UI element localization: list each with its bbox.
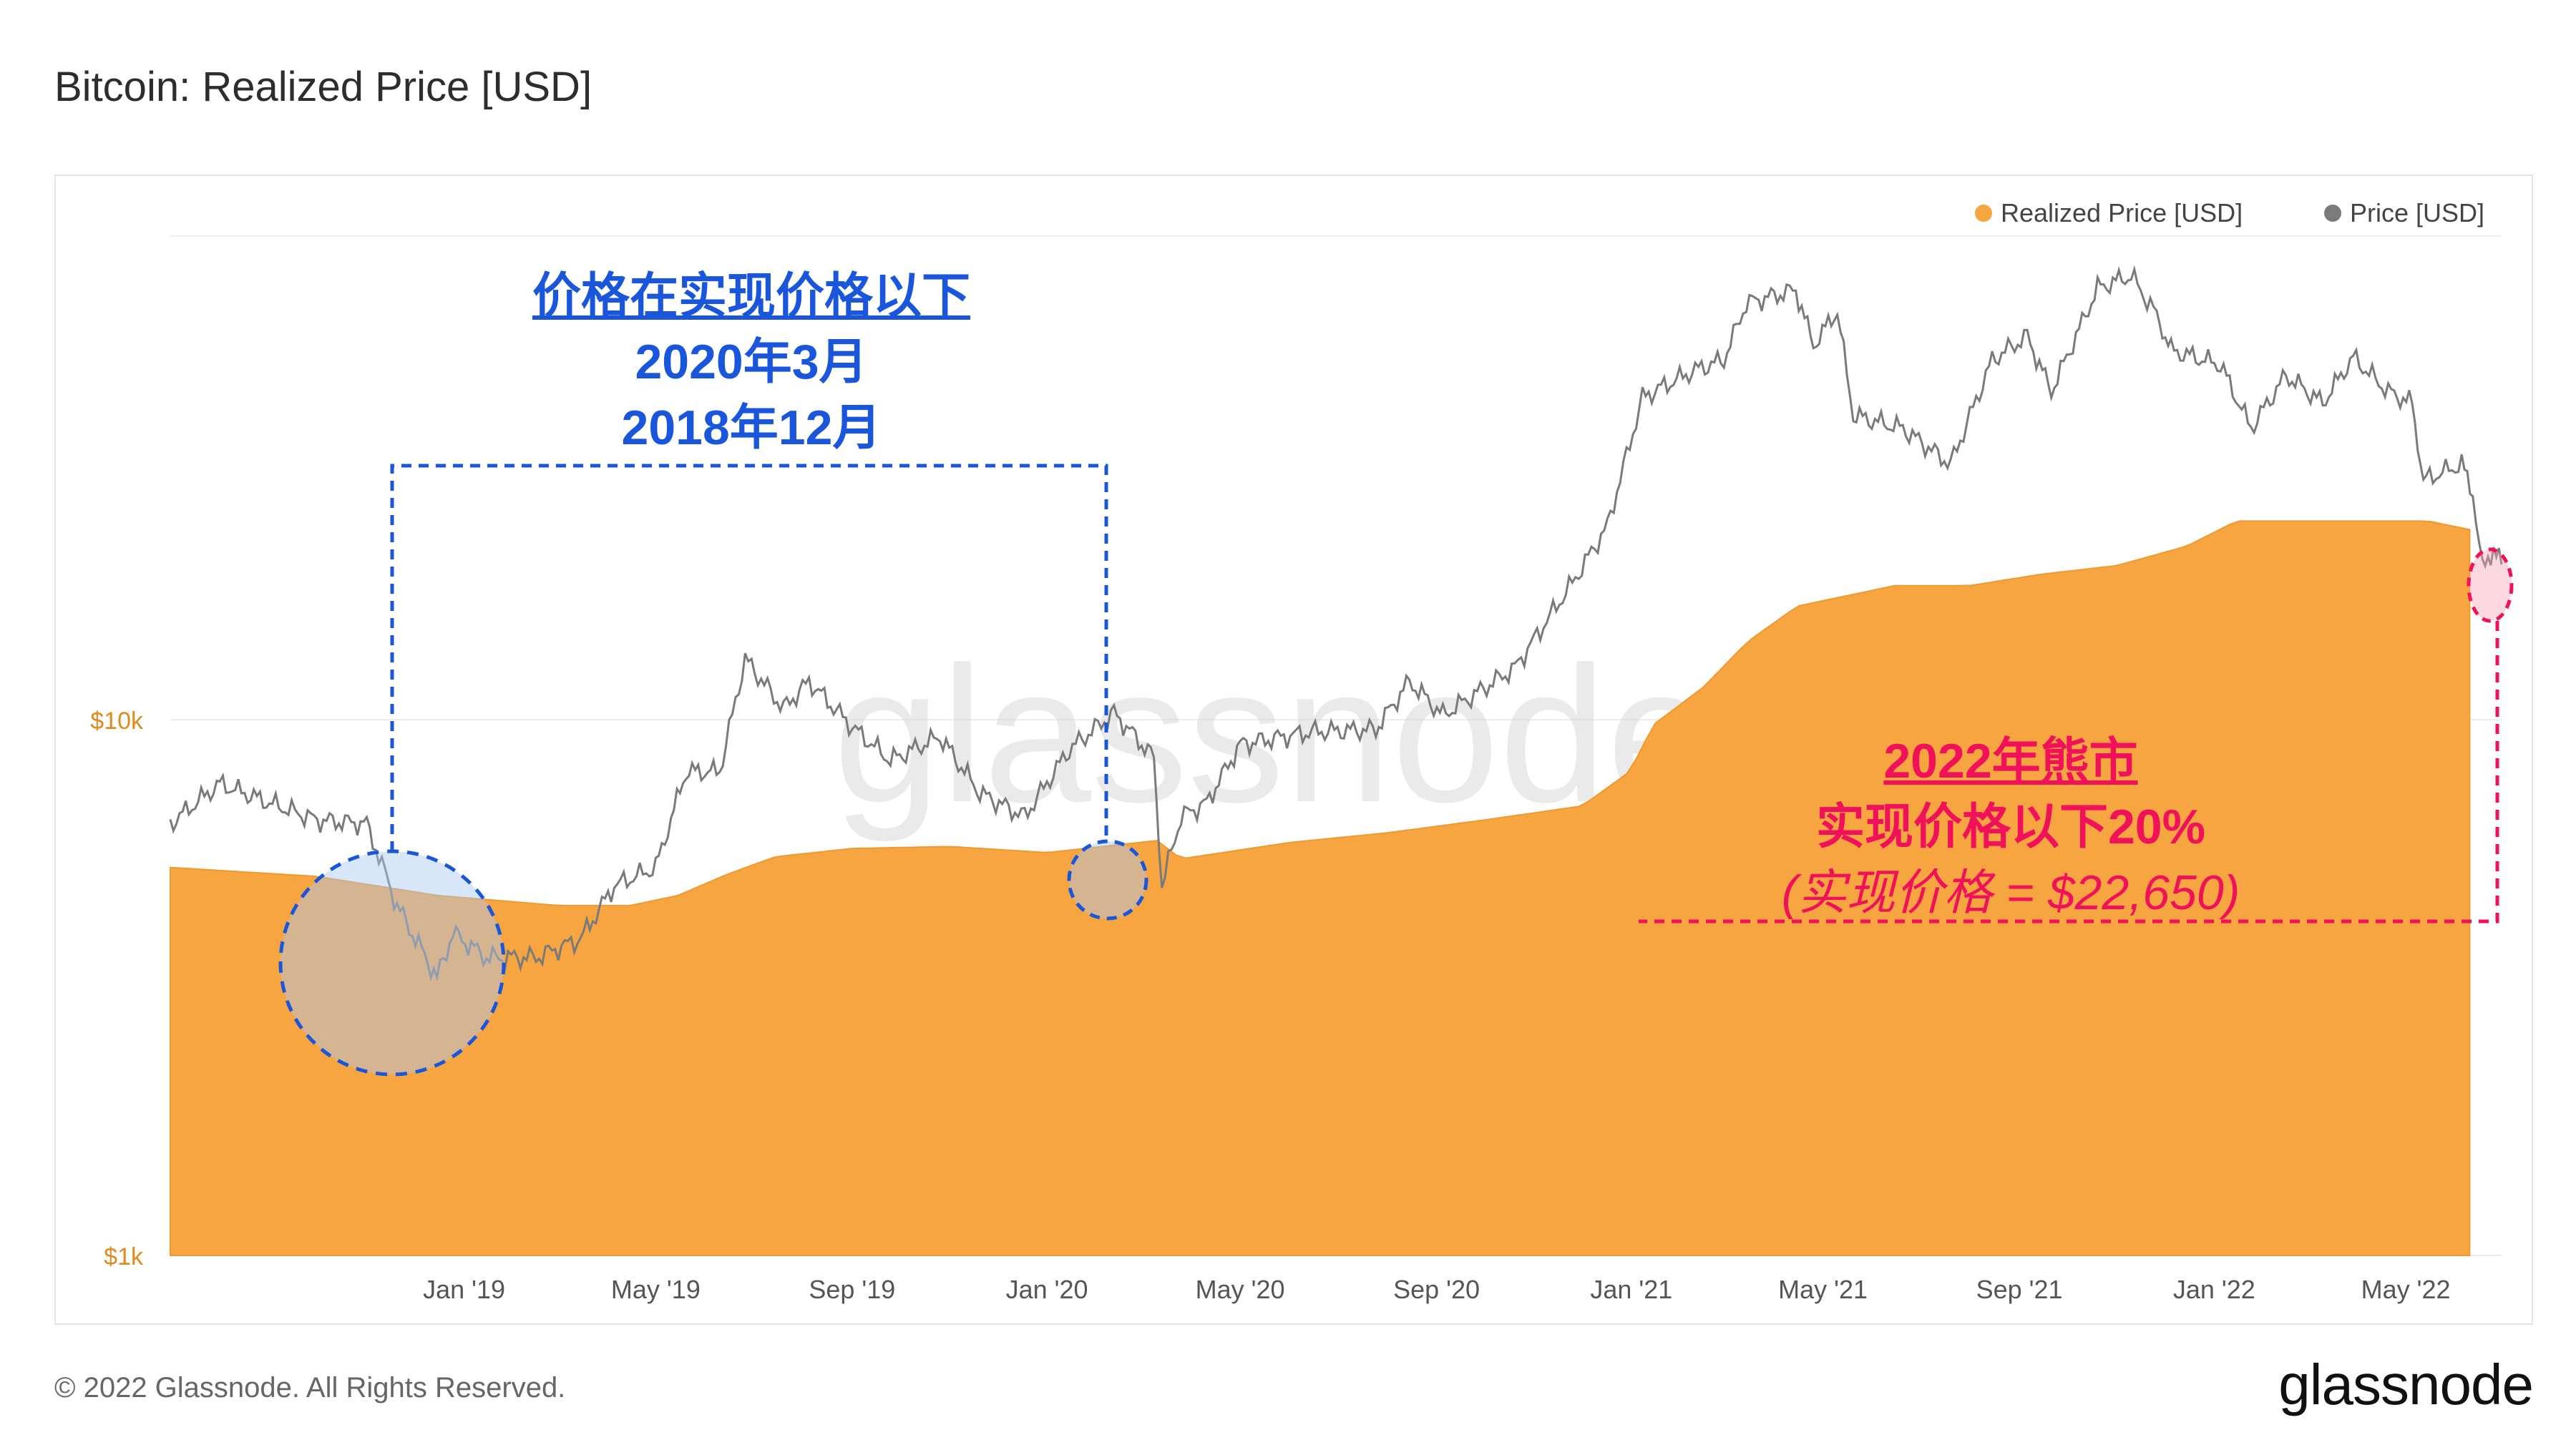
x-tick-label: Jan '22	[2173, 1275, 2255, 1304]
chart-panel	[54, 175, 2533, 1325]
price-line	[169, 265, 2503, 982]
copyright-text: © 2022 Glassnode. All Rights Reserved.	[54, 1372, 566, 1404]
legend-item-realized-price[interactable]: Realized Price [USD]	[1975, 198, 2243, 228]
blue-annotation-line-2: 2020年3月	[635, 335, 868, 389]
x-tick-label: Jan '20	[1006, 1275, 1088, 1304]
glassnode-logo: glassnode	[2278, 1353, 2534, 1416]
blue-bracket-line	[390, 464, 1108, 851]
x-tick-label: Sep '19	[809, 1275, 895, 1304]
pink-annotation-line-1: 2022年熊市	[1883, 734, 2138, 788]
realized-price-area	[170, 520, 2471, 1256]
pink-annotation-line-2: 实现价格以下20%	[1815, 800, 2206, 854]
x-tick-label: May '21	[1778, 1275, 1868, 1304]
legend-label-price: Price [USD]	[2350, 198, 2485, 227]
blue-annotation-line-3: 2018年12月	[621, 401, 882, 455]
x-tick-label: May '20	[1196, 1275, 1285, 1304]
pink-annotation: 2022年熊市 实现价格以下20% (实现价格 = $22,650)	[1674, 728, 2347, 926]
blue-annotation: 价格在实现价格以下 2020年3月 2018年12月	[386, 263, 1116, 461]
y-tick-label: $10k	[90, 707, 144, 735]
page-title: Bitcoin: Realized Price [USD]	[54, 64, 592, 110]
x-tick-label: Jan '21	[1590, 1275, 1672, 1304]
legend-label-realized-price: Realized Price [USD]	[2001, 198, 2243, 227]
mar-2020-highlight-circle	[1067, 839, 1148, 921]
y-tick-label: $1k	[104, 1243, 144, 1270]
orange-dot-icon	[1975, 205, 1992, 222]
legend-item-price[interactable]: Price [USD]	[2324, 198, 2484, 228]
pink-bracket-line	[1639, 621, 2499, 924]
x-tick-label: Jan '19	[423, 1275, 505, 1304]
gray-dot-icon	[2324, 205, 2341, 222]
x-tick-label: May '22	[2361, 1275, 2451, 1304]
x-tick-label: Sep '20	[1393, 1275, 1480, 1304]
blue-annotation-line-1: 价格在实现价格以下	[532, 269, 970, 323]
x-tick-label: Sep '21	[1976, 1275, 2063, 1304]
june-2022-highlight-circle	[2467, 547, 2514, 623]
x-tick-label: May '19	[611, 1275, 701, 1304]
pink-annotation-line-3: (实现价格 = $22,650)	[1781, 866, 2240, 920]
dec-2018-highlight-circle	[278, 849, 506, 1077]
